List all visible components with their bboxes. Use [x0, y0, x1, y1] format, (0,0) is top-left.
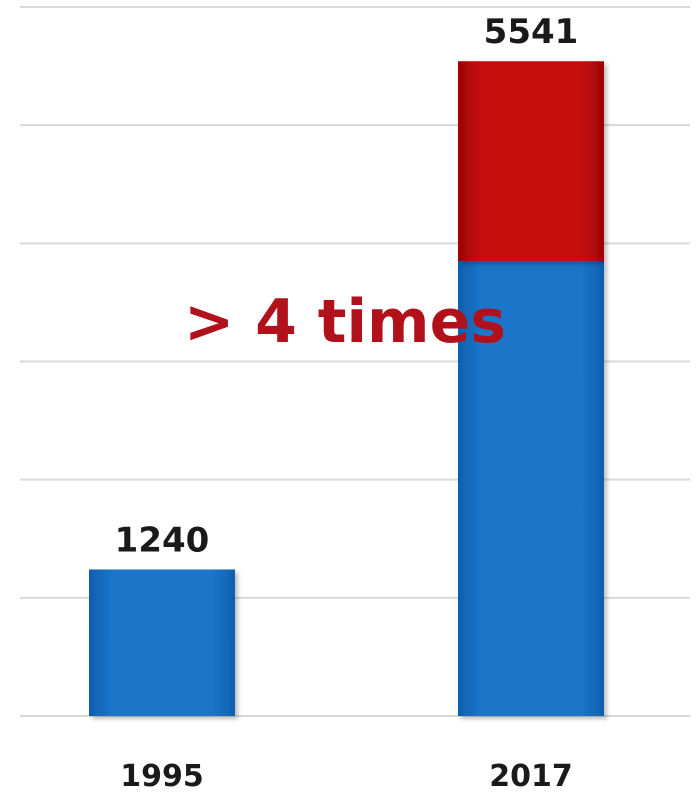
- annotation-text: > 4 times: [184, 287, 506, 357]
- data-label-1995: 1240: [115, 520, 210, 560]
- bar-2017-segment-1: [458, 61, 604, 262]
- data-label-2017: 5541: [484, 12, 579, 52]
- bar-2017-segment-0: [458, 261, 604, 716]
- bar-1995-segment-0: [89, 569, 235, 716]
- x-tick-label-2017: 2017: [489, 759, 573, 794]
- bars: [89, 61, 604, 716]
- labels: 1240 1995 5541 2017: [115, 12, 579, 794]
- x-tick-label-1995: 1995: [120, 759, 204, 794]
